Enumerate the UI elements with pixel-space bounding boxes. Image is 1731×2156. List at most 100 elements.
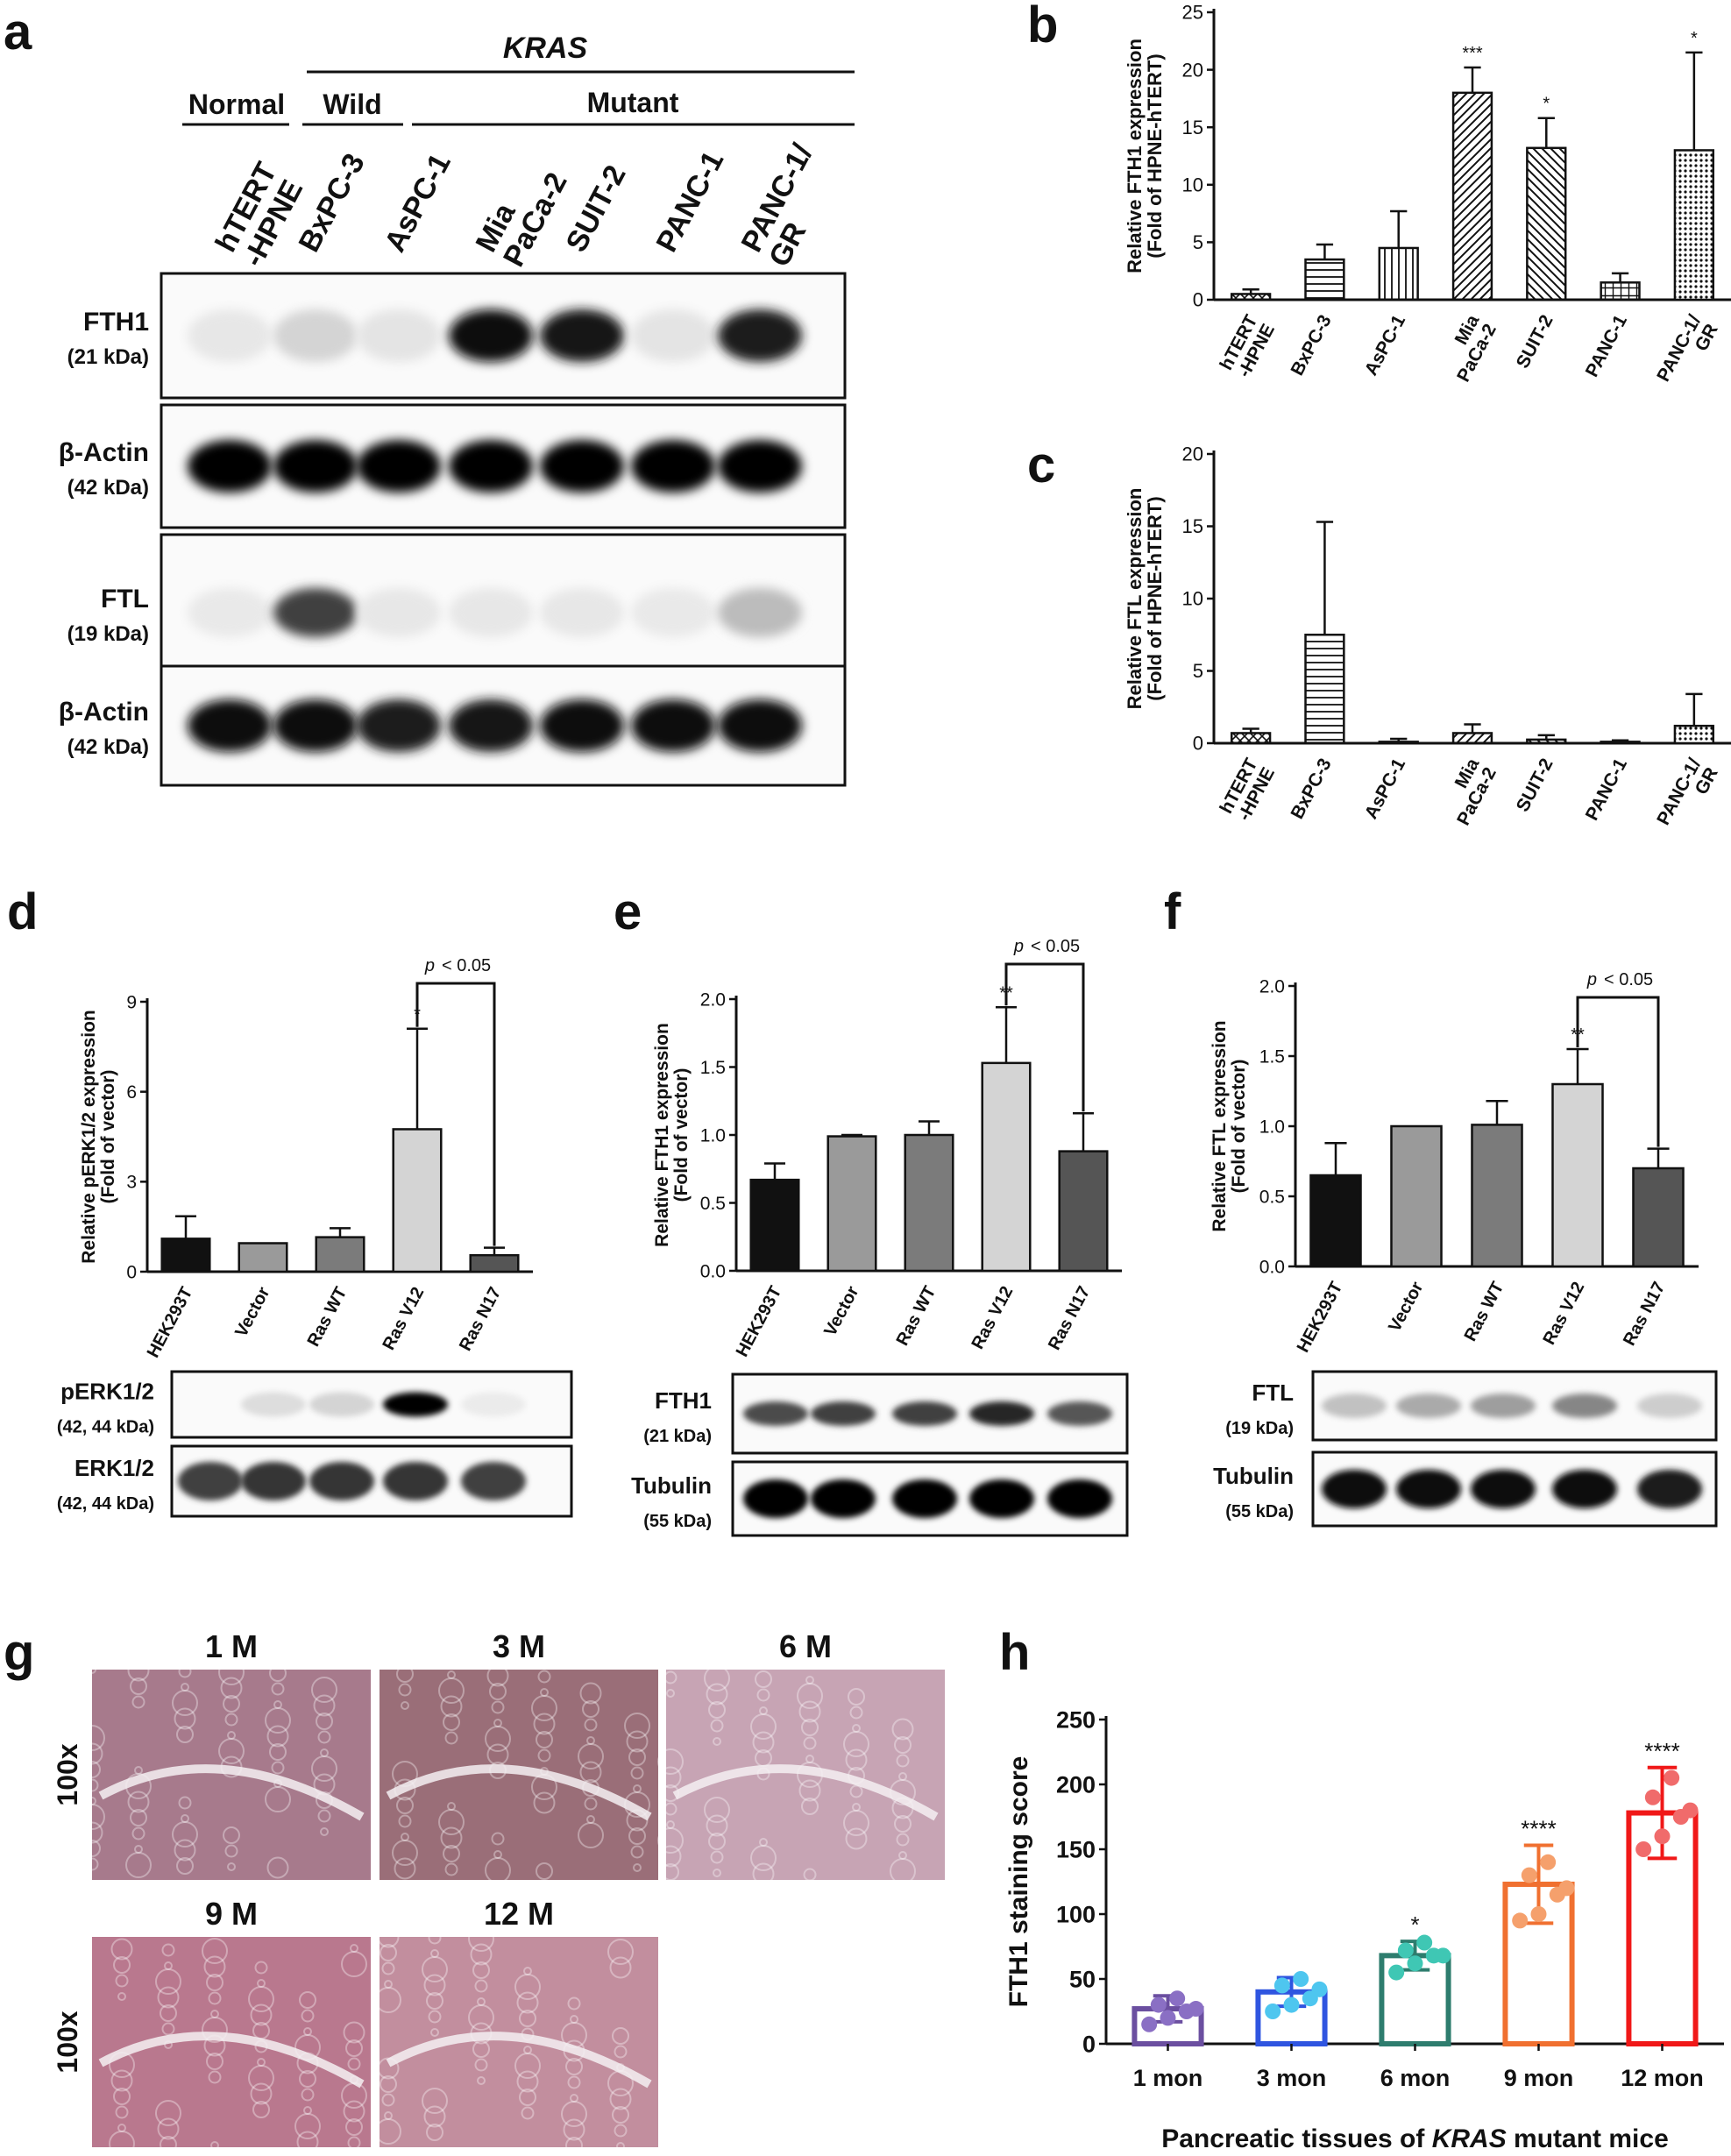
blot-band bbox=[273, 440, 358, 493]
tissue-texture bbox=[273, 1700, 282, 1709]
blot-size-label: (19 kDa) bbox=[1225, 1419, 1294, 1438]
lane-label: PANC-1/GR bbox=[735, 138, 848, 273]
x-tick-label: BxPC-3 bbox=[1287, 312, 1335, 379]
tissue-texture bbox=[88, 1797, 96, 1805]
data-point bbox=[1160, 2010, 1176, 2026]
significance-bracket bbox=[1004, 962, 1085, 1112]
kras-group-label: KRAS bbox=[503, 32, 588, 65]
tissue-texture bbox=[584, 1718, 598, 1732]
bar bbox=[1378, 741, 1419, 745]
x-tick-label: HEK293T bbox=[144, 1284, 197, 1361]
tissue-texture bbox=[624, 1713, 650, 1739]
y-tick-label: 250 bbox=[1056, 1706, 1096, 1733]
tissue-texture bbox=[474, 2058, 488, 2072]
blot-band bbox=[540, 440, 624, 493]
tissue-texture bbox=[798, 1700, 821, 1723]
data-point bbox=[1558, 1880, 1575, 1897]
tissue-texture bbox=[801, 1798, 819, 1815]
blot-band bbox=[188, 588, 272, 637]
x-tick-label: Ras V12 bbox=[1539, 1279, 1588, 1348]
y-axis-label: Relative pERK1/2 expression(Fold of vect… bbox=[79, 1010, 118, 1263]
y-axis-label-line: Relative pERK1/2 expression bbox=[79, 1010, 99, 1263]
tissue-texture bbox=[567, 1996, 581, 2011]
tissue-texture bbox=[468, 1926, 494, 1952]
tissue-texture bbox=[801, 1719, 819, 1736]
lane-label: hTERT-HPNE bbox=[209, 157, 312, 273]
tissue-texture bbox=[756, 1688, 770, 1702]
tissue-texture bbox=[341, 1951, 367, 1977]
tissue-texture bbox=[607, 1939, 634, 1965]
tissue-texture bbox=[849, 1706, 863, 1720]
y-axis-label: Relative FTL expression(Fold of HPNE-hTE… bbox=[1124, 488, 1166, 710]
tissue-texture bbox=[380, 1944, 397, 1961]
tissue-texture bbox=[174, 1707, 196, 1730]
y-tick-label: 150 bbox=[1056, 1836, 1096, 1862]
tissue-texture bbox=[181, 1683, 189, 1691]
panel-letter-a: a bbox=[4, 4, 32, 60]
tissue-texture bbox=[798, 1779, 821, 1802]
bar bbox=[1600, 281, 1641, 301]
x-tick-label: HEK293T bbox=[733, 1283, 786, 1360]
blot-band bbox=[811, 1479, 876, 1518]
blot-band bbox=[1552, 1394, 1617, 1418]
tissue-texture bbox=[130, 1677, 147, 1695]
tissue-texture bbox=[519, 2010, 536, 2027]
tissue-texture bbox=[659, 1845, 682, 1868]
tissue-texture bbox=[447, 1802, 456, 1811]
tissue-texture bbox=[540, 1688, 549, 1697]
tissue-texture bbox=[394, 1857, 416, 1880]
x-tick-label: PANC-1/GR bbox=[1653, 311, 1722, 394]
data-point bbox=[1654, 1828, 1671, 1845]
tissue-texture bbox=[127, 1791, 150, 1813]
blot-label: FTL bbox=[101, 585, 149, 613]
y-tick-label: 25 bbox=[1182, 2, 1203, 24]
y-axis-label-line: Relative FTH1 expression bbox=[652, 1023, 672, 1247]
tissue-texture bbox=[663, 1802, 678, 1816]
tissue-texture bbox=[523, 1967, 532, 1975]
blot-band bbox=[718, 309, 802, 362]
tissue-texture bbox=[343, 2100, 365, 2123]
tissue-texture bbox=[110, 2069, 133, 2092]
data-point bbox=[1407, 1955, 1423, 1972]
tissue-texture bbox=[299, 1991, 316, 2009]
blot-band bbox=[631, 588, 715, 637]
blot-band bbox=[449, 309, 533, 362]
tissue-texture bbox=[85, 1778, 99, 1792]
tissue-texture bbox=[377, 1926, 400, 1948]
x-tick-label: MiaPaCa-2 bbox=[1437, 311, 1500, 385]
tissue-texture bbox=[210, 2010, 219, 2018]
tissue-texture bbox=[890, 1858, 916, 1884]
tissue-texture bbox=[422, 1956, 448, 1982]
blot-band bbox=[241, 1392, 306, 1417]
blot-band bbox=[357, 440, 441, 493]
blot-band bbox=[1047, 1479, 1112, 1518]
tissue-texture bbox=[537, 1670, 551, 1684]
y-tick-label: 20 bbox=[1182, 443, 1203, 465]
tissue-texture bbox=[401, 1833, 409, 1841]
blot-band bbox=[1637, 1394, 1702, 1418]
tissue-texture bbox=[848, 1688, 865, 1706]
tissue-texture bbox=[755, 1670, 772, 1688]
histology-image bbox=[380, 1937, 658, 2147]
tissue-texture bbox=[113, 2088, 131, 2105]
blot-band bbox=[449, 699, 533, 752]
tissue-texture bbox=[708, 1833, 726, 1850]
x-tick-label: hTERT-HPNE bbox=[1216, 755, 1279, 826]
blot-band bbox=[743, 1401, 808, 1426]
tissue-stroma bbox=[98, 1764, 365, 1821]
tissue-texture bbox=[208, 2070, 222, 2084]
blot-size-label: (42 kDa) bbox=[67, 735, 149, 759]
tissue-texture bbox=[472, 1961, 490, 1979]
blot-band bbox=[969, 1401, 1034, 1426]
bar bbox=[1390, 1124, 1443, 1268]
blot-label: Tubulin bbox=[1213, 1463, 1294, 1489]
tissue-texture bbox=[294, 2113, 321, 2139]
tissue-texture bbox=[443, 1713, 460, 1731]
y-axis-label-line: (Fold of HPNE-hTERT) bbox=[1144, 53, 1166, 258]
tissue-texture bbox=[210, 2141, 219, 2150]
tissue-texture bbox=[254, 1961, 268, 1975]
tissue-texture bbox=[117, 1992, 126, 2001]
tissue-texture bbox=[343, 2021, 365, 2044]
blot-band bbox=[178, 1462, 243, 1500]
x-tick-label: Ras WT bbox=[893, 1283, 940, 1349]
